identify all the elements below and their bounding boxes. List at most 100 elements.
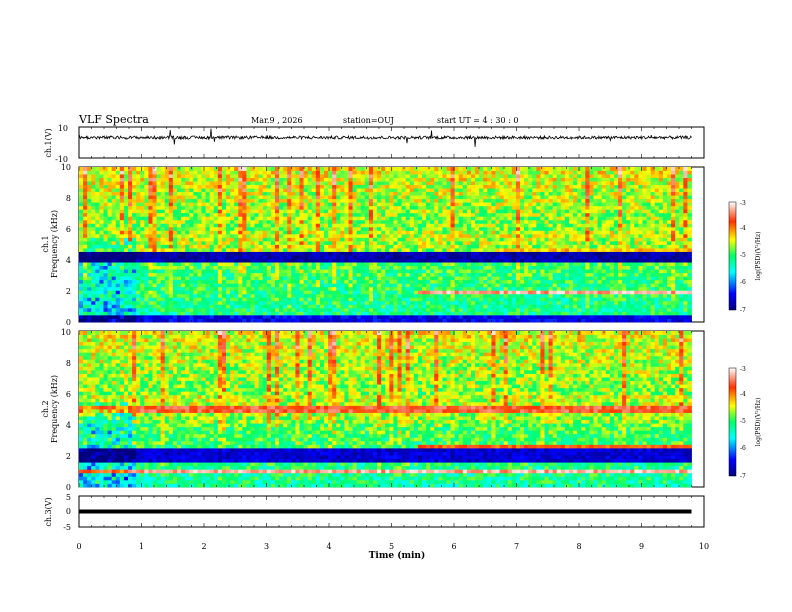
ch1-cell — [368, 300, 374, 305]
ch1-cell — [270, 311, 276, 316]
ch1-cell — [409, 233, 415, 238]
ch1-cell — [311, 223, 317, 228]
ch1-cell — [246, 219, 251, 224]
ch1-cell — [279, 202, 284, 207]
ch1-cell — [446, 195, 451, 200]
ch1-cell — [254, 205, 260, 210]
ch1-cell — [254, 265, 260, 270]
ch1-cell — [528, 174, 533, 178]
ch1-cell — [250, 255, 255, 259]
ch1-cell — [295, 286, 300, 291]
ch1-cell — [462, 181, 468, 186]
ch1-cell — [532, 205, 537, 210]
ch1-cell — [193, 279, 198, 284]
ch1-cell — [454, 226, 460, 231]
ch1-cell — [185, 311, 190, 316]
ch1-cell — [495, 262, 500, 267]
ch1-cell — [315, 202, 321, 207]
ch1-cell — [385, 304, 390, 309]
ch1-cell — [450, 279, 456, 284]
ch1-cell — [250, 251, 255, 256]
ch1-cell — [132, 170, 137, 175]
ch1-cell — [503, 276, 509, 281]
ch1-cell — [221, 304, 227, 309]
ch1-cell — [132, 262, 137, 267]
ch1-cell — [160, 177, 166, 182]
ch1-cell — [495, 255, 500, 259]
ch1-cell — [299, 212, 304, 217]
ch1-cell — [181, 167, 186, 171]
ch1-cell — [340, 283, 345, 288]
ch1-cell — [471, 293, 476, 298]
ch1-cell — [201, 297, 206, 302]
ch1-cell — [471, 219, 476, 224]
ch1-cell — [185, 205, 190, 210]
ch1-cell — [87, 307, 92, 312]
ch1-cell — [393, 223, 398, 228]
ch1-cell — [103, 167, 108, 171]
ch1-cell — [234, 177, 239, 182]
ch1-cell — [213, 283, 219, 288]
ch1-cell — [91, 240, 96, 245]
ch1-cell — [471, 212, 476, 217]
ch1-cell — [160, 297, 166, 302]
ch1-cell — [181, 174, 186, 178]
ch1-cell — [319, 283, 325, 288]
ch1-cell — [291, 216, 296, 221]
ch1-cell — [324, 191, 329, 196]
ch1-cell — [340, 170, 345, 175]
ch1-cell — [254, 279, 260, 284]
ch1-cell — [397, 290, 402, 295]
ch1-cell — [442, 240, 447, 245]
ch1-cell — [172, 248, 178, 252]
ch1-cell — [499, 195, 505, 200]
ch1-cell — [332, 290, 337, 295]
ch1-cell — [479, 244, 484, 249]
ch1-cell — [91, 255, 96, 259]
ch1-cell — [397, 170, 402, 175]
ch1-cell — [95, 286, 100, 291]
ch1-cell — [462, 276, 468, 281]
ch1-cell — [164, 188, 170, 193]
ch1-cell — [319, 269, 325, 274]
ch1-cell — [377, 170, 382, 175]
ch1-cell — [107, 304, 113, 309]
ch1-cell — [340, 205, 345, 210]
ch1-cell — [107, 300, 113, 305]
ch1-cell — [193, 209, 198, 214]
ch1-cell — [111, 272, 117, 277]
ch1-cell — [295, 226, 300, 231]
ch1-cell — [368, 248, 374, 252]
ch1-cell — [189, 314, 194, 319]
ch1-cell — [466, 167, 472, 171]
ch1-cell — [319, 290, 325, 295]
ch1-cell — [209, 262, 215, 267]
ch1-cell — [397, 255, 402, 259]
ch1-cell — [348, 198, 353, 203]
ch1-cell — [152, 240, 157, 245]
ch1-cell — [266, 181, 272, 186]
ch1-cell — [172, 205, 178, 210]
ch1-cell — [385, 237, 390, 242]
ch1-cell — [524, 314, 529, 319]
ch1-cell — [491, 216, 496, 221]
ch1-cell — [487, 293, 492, 298]
ch1-cell — [520, 272, 525, 277]
ch1-cell — [401, 170, 407, 175]
ch1-cell — [287, 167, 292, 171]
ch1-cell — [344, 188, 349, 193]
ch1-cell — [209, 251, 215, 256]
ch1-cell — [368, 198, 374, 203]
ch1-cell — [177, 177, 182, 182]
ch1-cell — [132, 248, 137, 252]
ch1-cell — [532, 177, 537, 182]
ch1-cell — [250, 237, 255, 242]
ch1-cell — [528, 293, 533, 298]
ch1-cell — [381, 251, 386, 256]
ch1-cell — [479, 184, 484, 189]
ch1-cell — [123, 233, 129, 238]
ch1-cell — [471, 174, 476, 178]
ch1-cell — [344, 202, 349, 207]
ch1-cell — [123, 276, 129, 281]
ch1-cell — [83, 177, 88, 182]
